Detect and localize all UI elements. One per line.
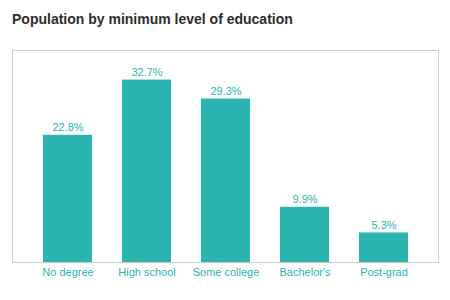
svg-text:9.9%: 9.9% <box>292 193 317 205</box>
svg-text:Post-grad: Post-grad <box>360 266 408 278</box>
svg-text:29.3%: 29.3% <box>210 85 241 97</box>
svg-text:32.7%: 32.7% <box>131 66 162 78</box>
svg-text:No degree: No degree <box>42 266 93 278</box>
html-text:Population by minimum level of: Population by minimum level of education <box>12 11 293 27</box>
svg-text:Bachelor's: Bachelor's <box>279 266 331 278</box>
svg-text:High school: High school <box>118 266 175 278</box>
svg-text:22.8%: 22.8% <box>52 121 83 133</box>
svg-text:Some college: Some college <box>193 266 260 278</box>
svg-text:5.3%: 5.3% <box>371 219 396 231</box>
